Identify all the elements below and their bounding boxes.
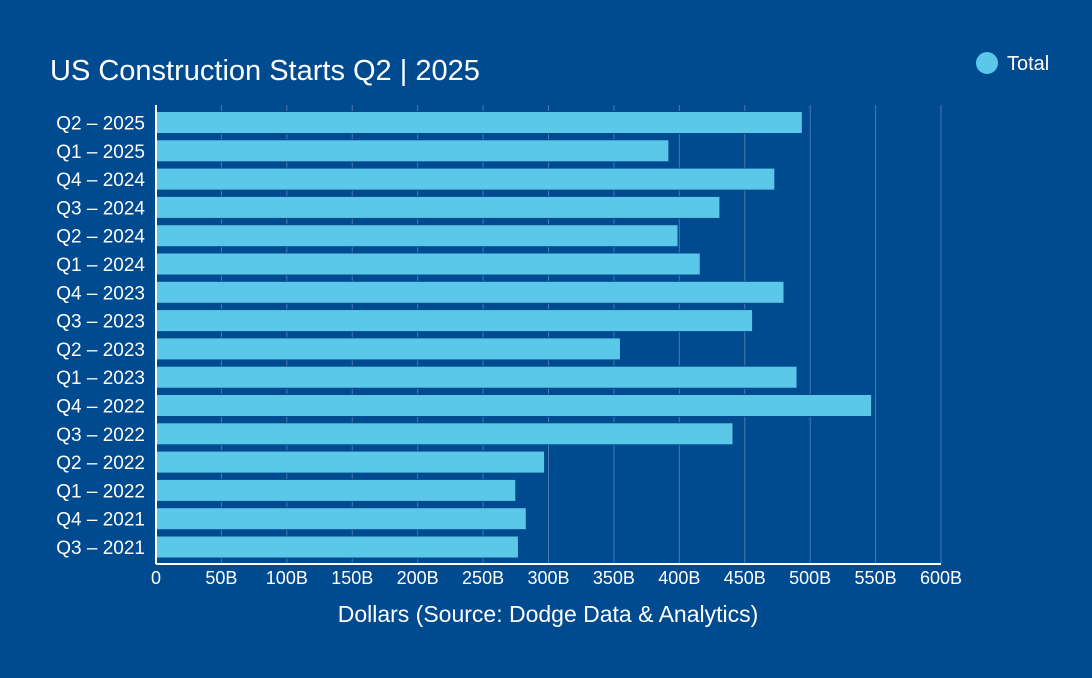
- x-tick-label: 300B: [527, 568, 569, 588]
- y-tick-label: Q3 – 2022: [56, 425, 145, 446]
- y-tick-label: Q3 – 2024: [56, 198, 145, 219]
- x-tick-label: 200B: [397, 568, 439, 588]
- y-axis-tick-labels: Q2 – 2025 Q1 – 2025 Q4 – 2024 Q3 – 2024 Q2 –…: [56, 114, 145, 560]
- y-tick-label: Q4 – 2024: [56, 170, 145, 191]
- x-tick-label: 150B: [331, 568, 373, 588]
- bar-q2-2024: [155, 224, 679, 248]
- axes: [155, 105, 941, 565]
- y-tick-label: Q1 – 2023: [56, 368, 145, 389]
- x-tick-label: 0: [151, 568, 161, 588]
- bar-q1-2022: [155, 478, 517, 502]
- chart-title: US Construction Starts Q2 | 2025: [50, 55, 480, 87]
- y-tick-label: Q2 – 2023: [56, 340, 145, 361]
- y-tick-label: Q4 – 2022: [56, 397, 145, 418]
- y-tick-label: Q3 – 2023: [56, 312, 145, 333]
- bar-q3-2024: [155, 195, 721, 219]
- x-tick-label: 500B: [789, 568, 831, 588]
- y-tick-label: Q2 – 2024: [56, 227, 145, 248]
- x-tick-label: 50B: [205, 568, 237, 588]
- bar-q4-2023: [155, 280, 785, 304]
- x-tick-label: 450B: [724, 568, 766, 588]
- bar-q3-2021: [155, 535, 519, 559]
- y-tick-label: Q2 – 2025: [56, 114, 145, 135]
- x-tick-label: 100B: [266, 568, 308, 588]
- bar-q1-2023: [155, 365, 798, 389]
- bar-q3-2023: [155, 309, 754, 333]
- x-tick-label: 250B: [462, 568, 504, 588]
- y-tick-label: Q1 – 2024: [56, 255, 145, 276]
- y-tick-label: Q4 – 2023: [56, 283, 145, 304]
- x-tick-label: 600B: [920, 568, 962, 588]
- y-tick-label: Q1 – 2025: [56, 142, 145, 163]
- legend-label-total: Total: [1007, 53, 1049, 75]
- bar-q2-2025: [155, 111, 803, 134]
- bars: [155, 111, 873, 559]
- bar-q4-2022: [155, 394, 873, 417]
- x-tick-label: 350B: [593, 568, 635, 588]
- bar-q2-2022: [155, 450, 546, 474]
- x-axis-tick-labels: 0 50B 100B 150B 200B 250B 300B 350B 400B 450B 500B…: [151, 568, 962, 588]
- y-tick-label: Q2 – 2022: [56, 453, 145, 474]
- bar-q3-2022: [155, 422, 734, 446]
- legend: Total: [976, 52, 1049, 75]
- legend-swatch-total: [976, 52, 998, 74]
- bar-q1-2024: [155, 252, 701, 276]
- bar-q1-2025: [155, 139, 670, 163]
- y-tick-label: Q3 – 2021: [56, 538, 145, 559]
- bar-q2-2023: [155, 337, 621, 361]
- bar-q4-2021: [155, 507, 527, 531]
- y-tick-label: Q1 – 2022: [56, 481, 145, 502]
- bar-q4-2024: [155, 167, 776, 191]
- x-tick-label: 400B: [658, 568, 700, 588]
- x-tick-label: 550B: [855, 568, 897, 588]
- y-tick-label: Q4 – 2021: [56, 510, 145, 531]
- x-axis-label: Dollars (Source: Dodge Data & Analytics): [338, 601, 759, 627]
